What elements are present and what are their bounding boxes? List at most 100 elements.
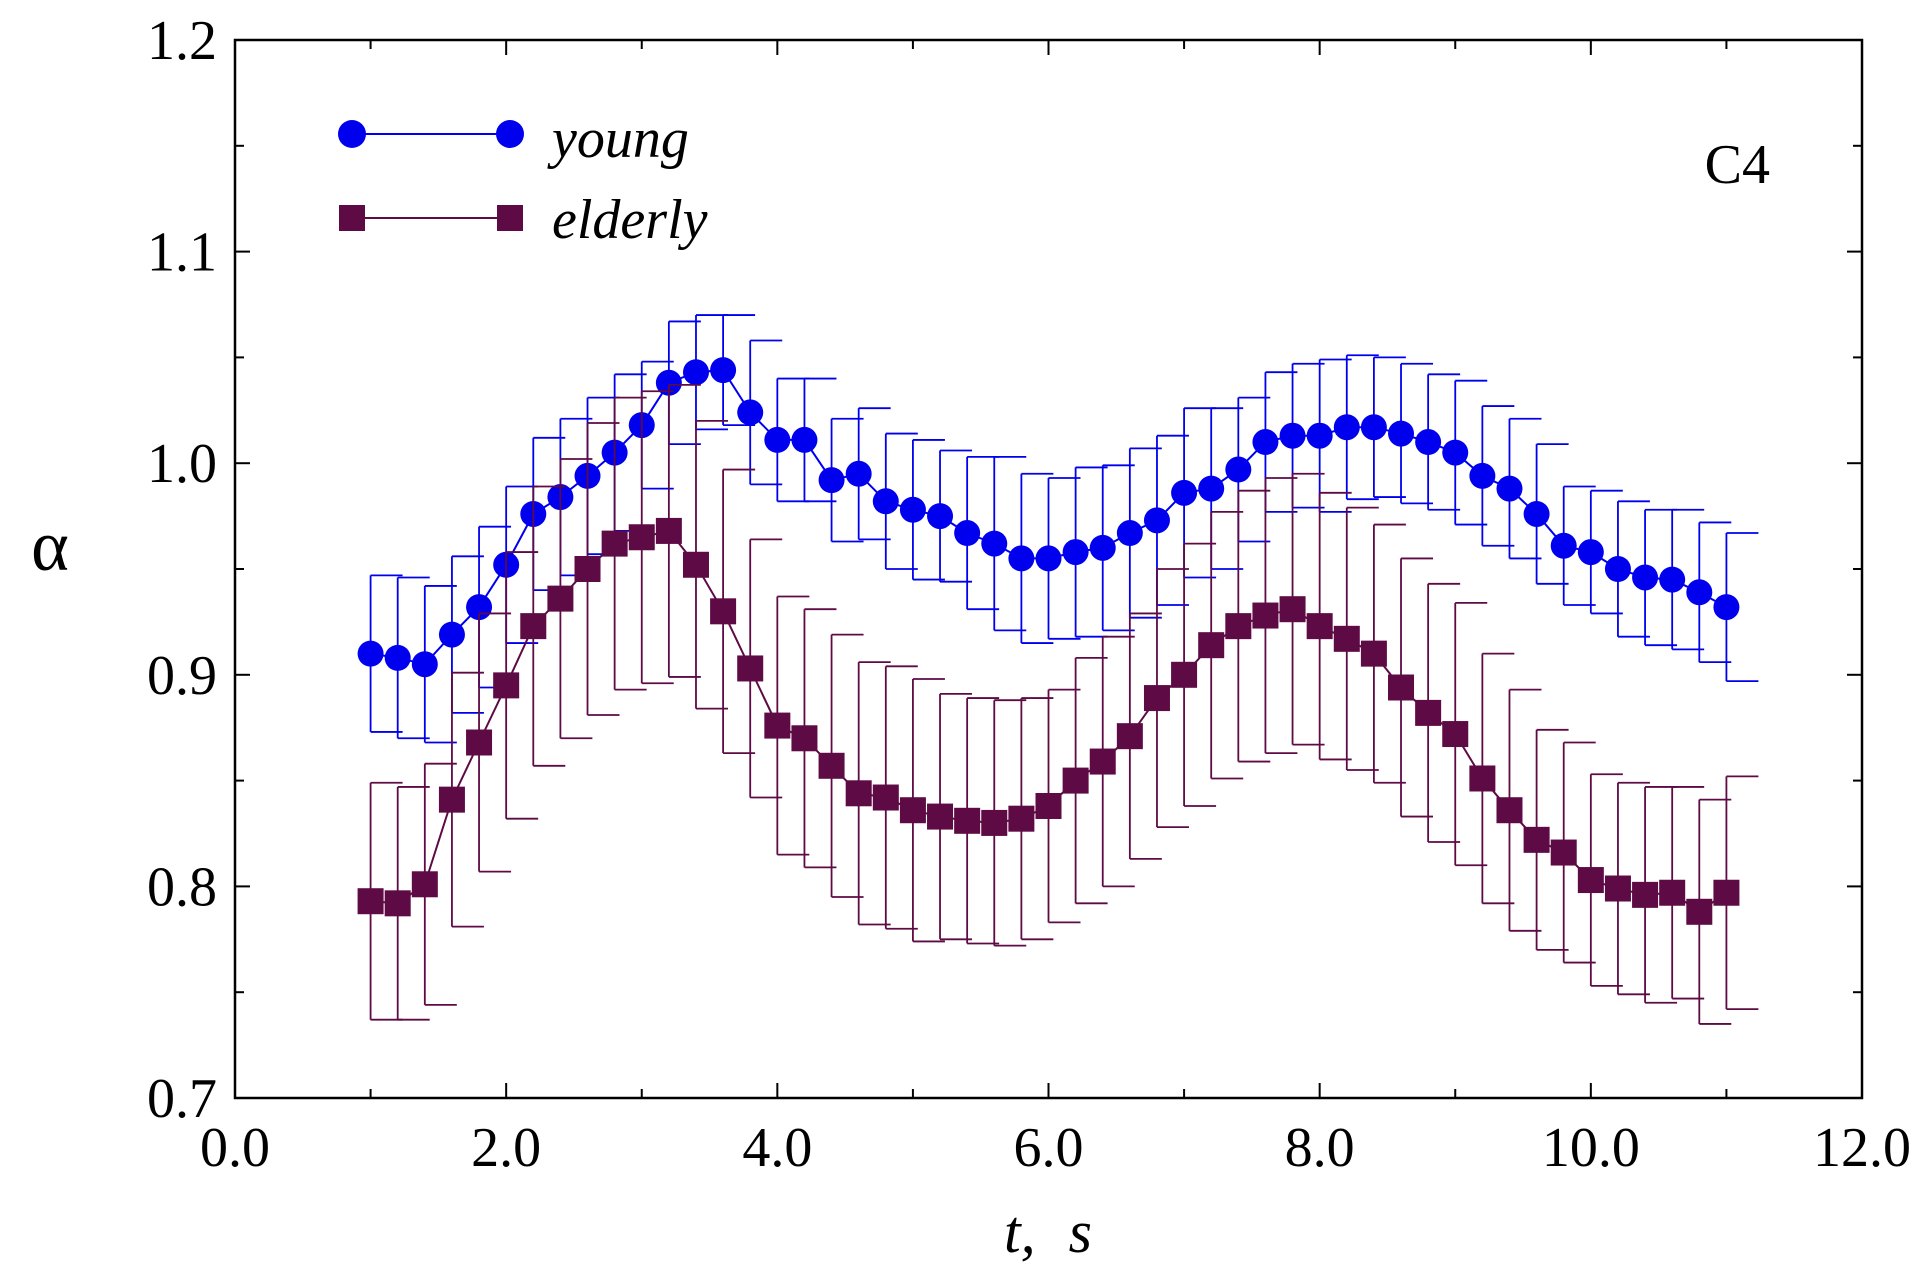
data-point-elderly xyxy=(1686,898,1713,925)
data-point-young xyxy=(1659,566,1686,593)
data-point-young xyxy=(1632,564,1659,591)
legend-marker-elderly-right xyxy=(497,205,523,231)
data-point-elderly xyxy=(1143,685,1170,712)
legend-label-young: young xyxy=(547,108,689,170)
data-point-elderly xyxy=(1496,797,1523,824)
data-point-young xyxy=(818,467,845,494)
data-point-young xyxy=(1415,429,1442,456)
data-point-elderly xyxy=(981,809,1008,836)
data-point-elderly xyxy=(655,517,682,544)
data-point-elderly xyxy=(737,655,764,682)
data-point-elderly xyxy=(818,752,845,779)
data-point-elderly xyxy=(764,712,791,739)
data-point-elderly xyxy=(1442,721,1469,748)
data-point-elderly xyxy=(1062,767,1089,794)
data-point-young xyxy=(655,369,682,396)
legend-marker-young-right xyxy=(496,120,524,148)
x-axis-label-unit: s xyxy=(1069,1199,1092,1265)
data-point-elderly xyxy=(601,530,628,557)
data-point-elderly xyxy=(1333,625,1360,652)
data-point-elderly xyxy=(1577,867,1604,894)
data-point-elderly xyxy=(520,613,547,640)
data-point-young xyxy=(1225,456,1252,483)
data-point-elderly xyxy=(1008,805,1035,832)
data-point-young xyxy=(384,644,411,671)
axis-ticks xyxy=(234,39,1863,1099)
series-young xyxy=(357,314,1759,744)
series-elderly xyxy=(357,384,1759,1025)
data-point-elderly xyxy=(1225,613,1252,640)
x-tick-label: 0.0 xyxy=(200,1117,270,1179)
data-point-elderly xyxy=(1388,674,1415,701)
data-point-elderly xyxy=(1415,699,1442,726)
data-point-elderly xyxy=(411,871,438,898)
y-tick-label: 1.1 xyxy=(147,222,217,284)
legend: young elderly xyxy=(338,108,708,251)
data-point-young xyxy=(1062,539,1089,566)
x-tick-label: 6.0 xyxy=(1014,1117,1084,1179)
data-point-elderly xyxy=(466,729,493,756)
data-point-elderly xyxy=(791,725,818,752)
data-point-elderly xyxy=(1252,602,1279,629)
data-point-young xyxy=(927,503,954,530)
data-point-young xyxy=(845,460,872,487)
data-point-young xyxy=(1089,534,1116,561)
series-layer xyxy=(357,314,1759,1025)
x-axis-label-variable: t, xyxy=(1004,1199,1036,1265)
data-point-young xyxy=(954,520,981,547)
x-tick-label: 4.0 xyxy=(742,1117,812,1179)
data-point-elderly xyxy=(1306,613,1333,640)
y-tick-label: 0.9 xyxy=(147,645,217,707)
data-point-elderly xyxy=(628,524,655,551)
data-point-young xyxy=(1686,579,1713,606)
data-point-elderly xyxy=(710,598,737,625)
data-point-young xyxy=(1496,475,1523,502)
data-point-young xyxy=(1171,479,1198,506)
legend-label-elderly: elderly xyxy=(552,189,708,251)
data-point-elderly xyxy=(682,551,709,578)
y-tick-labels: 0.7 0.8 0.9 1.0 1.1 1.2 xyxy=(147,10,217,1130)
legend-marker-elderly-left xyxy=(339,205,365,231)
data-point-young xyxy=(1577,539,1604,566)
data-point-elderly xyxy=(1604,875,1631,902)
data-point-elderly xyxy=(357,888,384,915)
y-axis-label: α xyxy=(31,506,69,586)
legend-item-elderly: elderly xyxy=(339,189,708,251)
data-point-elderly xyxy=(1116,723,1143,750)
data-point-elderly xyxy=(1035,792,1062,819)
data-point-elderly xyxy=(1523,826,1550,853)
y-tick-label: 1.2 xyxy=(147,10,217,72)
data-point-elderly xyxy=(845,780,872,807)
data-point-elderly xyxy=(438,786,465,813)
data-point-young xyxy=(981,530,1008,557)
data-point-young xyxy=(791,426,818,453)
data-point-elderly xyxy=(1171,661,1198,688)
data-point-elderly xyxy=(574,556,601,582)
data-point-young xyxy=(1523,500,1550,527)
data-point-young xyxy=(1469,462,1496,489)
data-point-young xyxy=(1360,414,1387,441)
data-point-young xyxy=(1333,414,1360,441)
data-point-young xyxy=(1306,422,1333,449)
data-point-elderly xyxy=(1550,839,1577,866)
data-point-elderly xyxy=(493,672,520,699)
data-point-young xyxy=(1713,594,1740,621)
data-point-young xyxy=(682,359,709,386)
data-point-elderly xyxy=(547,585,574,612)
data-point-elderly xyxy=(954,807,981,834)
x-tick-label: 10.0 xyxy=(1542,1117,1640,1179)
data-point-elderly xyxy=(1632,881,1659,908)
x-tick-label: 8.0 xyxy=(1285,1117,1355,1179)
data-point-elderly xyxy=(1279,596,1306,623)
data-point-elderly xyxy=(384,890,411,917)
data-point-young xyxy=(1116,520,1143,547)
data-point-young xyxy=(737,399,764,426)
data-point-elderly xyxy=(899,797,926,824)
data-point-young xyxy=(1604,556,1631,582)
data-point-young xyxy=(764,426,791,453)
data-point-young xyxy=(1442,439,1469,466)
y-tick-label: 1.0 xyxy=(147,433,217,495)
data-point-elderly xyxy=(1713,879,1740,906)
data-point-young xyxy=(1008,545,1035,572)
